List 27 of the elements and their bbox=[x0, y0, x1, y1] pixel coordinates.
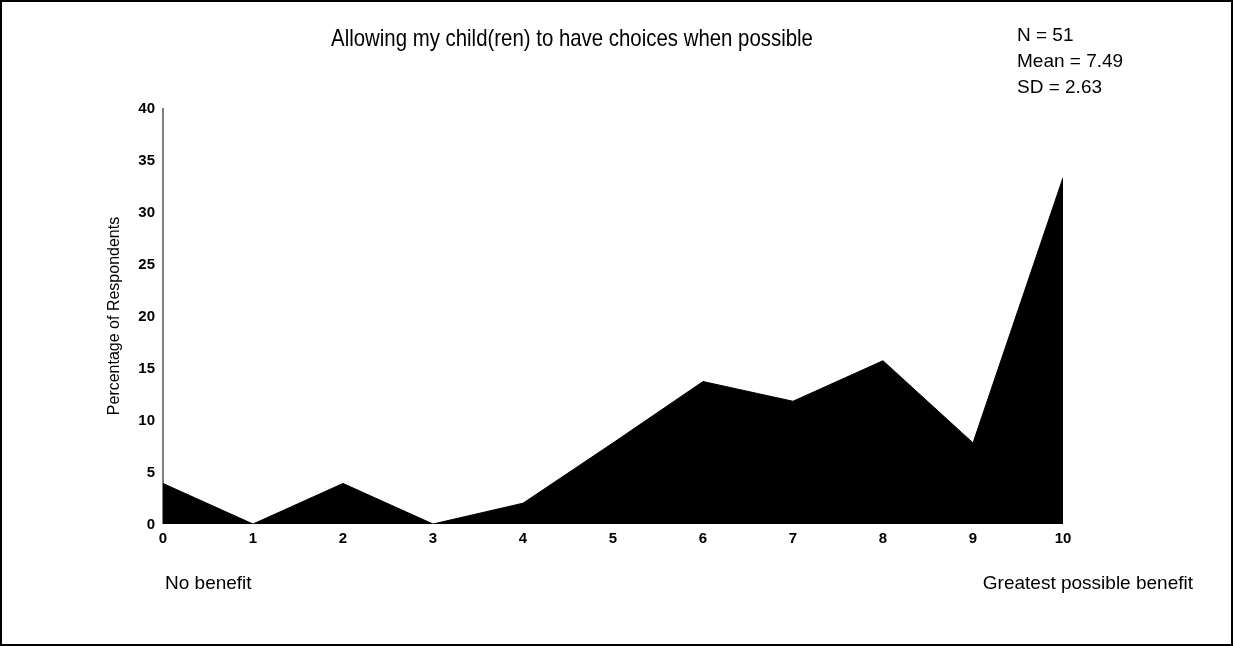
y-tick-label: 20 bbox=[138, 307, 155, 325]
y-tick-label: 5 bbox=[146, 463, 155, 481]
x-tick-label: 8 bbox=[878, 528, 888, 546]
y-tick-label: 40 bbox=[138, 99, 155, 117]
y-tick-label: 10 bbox=[138, 411, 155, 429]
x-tick-label: 3 bbox=[428, 528, 438, 546]
text: Mean = 7.49 bbox=[1017, 50, 1124, 72]
text: No benefit bbox=[165, 572, 252, 594]
y-axis-title: Percentage of Respondents bbox=[104, 216, 122, 416]
y-tick-label: 0 bbox=[146, 515, 155, 533]
x-tick-label: 0 bbox=[158, 528, 168, 546]
y-tick-label: 25 bbox=[138, 255, 155, 273]
text: Greatest possible benefit bbox=[982, 572, 1193, 594]
y-tick-label: 15 bbox=[138, 359, 155, 377]
x-tick-label: 7 bbox=[788, 528, 798, 546]
y-tick-label: 30 bbox=[138, 203, 155, 221]
x-tick-label: 6 bbox=[698, 528, 708, 546]
x-tick-label: 1 bbox=[248, 528, 258, 546]
x-tick-label: 4 bbox=[518, 528, 528, 546]
x-tick-label: 2 bbox=[338, 528, 348, 546]
x-tick-label: 9 bbox=[968, 528, 978, 546]
text: SD = 2.63 bbox=[1017, 76, 1103, 98]
chart-title: Allowing my child(ren) to have choices when possible bbox=[330, 24, 814, 52]
x-tick-label: 10 bbox=[1054, 528, 1072, 546]
text: N = 51 bbox=[1017, 24, 1074, 46]
x-tick-label: 5 bbox=[608, 528, 618, 546]
y-tick-label: 35 bbox=[138, 151, 155, 169]
